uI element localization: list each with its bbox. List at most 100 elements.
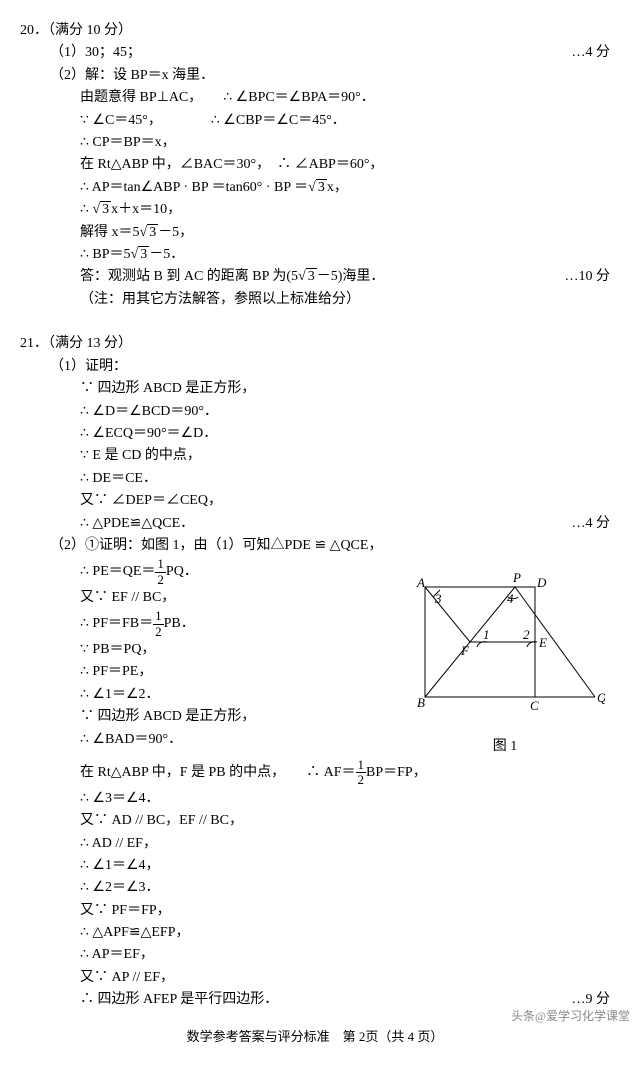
q21-r6: ∴ △APF≌△EFP， [20,922,610,944]
q20-l3: ∴ CP＝BP＝x， [20,132,610,154]
q20-ans: 答：观测站 B 到 AC 的距离 BP 为(5 3－5)海里． [80,266,384,288]
sqv: 3 [100,201,111,217]
watermark: 头条@爱学习化学课堂 [511,1007,630,1026]
num: 1 [153,609,164,624]
geometry-figure: A D B C P Q F E 1 2 3 4 [405,567,605,727]
sqrt-icon: 3 [140,222,159,244]
lbl-3: 3 [434,591,442,606]
q21-r9: ∴ 四边形 AFEP 是平行四边形． [80,989,278,1011]
txt: ∴ [80,202,92,217]
lbl-1: 1 [483,627,490,642]
q21-r1: 又∵ AD // BC，EF // BC， [20,810,610,832]
q20-sol: 解得 x＝5 3－5， [20,222,610,244]
q21-r0: ∴ ∠3＝∠4． [20,788,610,810]
lbl-B: B [417,695,425,710]
lbl-4: 4 [507,591,514,606]
q20-header-row: 20．（满分 10 分） [20,20,610,42]
q21-p1-l4: ∴ DE＝CE． [20,468,610,490]
q20-score1: …4 分 [572,42,611,64]
txt: x＋x＝10， [111,202,181,217]
fig-right: A D B C P Q F E 1 2 3 4 图 1 [400,557,610,758]
txt: x， [327,180,348,195]
q21-p1-l0: ∵ 四边形 ABCD 是正方形， [20,378,610,400]
q21-p1-l1: ∴ ∠D＝∠BCD＝90°． [20,401,610,423]
q21-score1: …4 分 [572,513,611,535]
q20-note: （注：用其它方法解答，参照以上标准给分） [20,289,610,311]
q21-pfpe: ∴ PF＝PE， [20,661,400,683]
txt: －5， [158,225,193,240]
q20-l1: 由题意得 BP⊥AC， ∴ ∠BPC＝∠BPA＝90°． [20,87,610,109]
q21-pe: ∴ PE＝QE＝12PQ． [20,557,400,587]
q20-ap: ∴ AP＝tan∠ABP · BP ＝tan60° · BP ＝ 3x， [20,177,610,199]
sqv: 3 [147,224,158,240]
q20-eq: ∴ 3x＋x＝10， [20,199,610,221]
txt: PB． [164,616,195,631]
q21-r5: 又∵ PF＝FP， [20,900,610,922]
lbl-Q: Q [597,690,605,705]
q20-bp: ∴ BP＝5 3－5． [20,244,610,266]
q21-sq: ∵ 四边形 ABCD 是正方形， [20,706,400,728]
fraction: 12 [155,557,166,587]
q20-p1: （1）30；45； [50,42,141,64]
q21-p1-l3: ∵ E 是 CD 的中点， [20,445,610,467]
sqrt-icon: 3 [131,244,150,266]
txt: ∴ BP＝5 [80,247,131,262]
q20-l0: （2）解：设 BP＝x 海里． [20,65,610,87]
txt: 答：观测站 B 到 AC 的距离 BP 为(5 [80,269,298,284]
q20-score2: …10 分 [565,266,611,288]
figure-wrap: ∴ PE＝QE＝12PQ． 又∵ EF // BC， ∴ PF＝FB＝12PB．… [20,557,610,758]
q21-p1-title: （1）证明： [20,356,610,378]
den: 2 [356,773,367,787]
question-21: 21．（满分 13 分） （1）证明： ∵ 四边形 ABCD 是正方形， ∴ ∠… [20,333,610,1011]
q21-r2: ∴ AD // EF， [20,833,610,855]
sqrt-icon: 3 [298,266,317,288]
q21-r4: ∴ ∠2＝∠3． [20,877,610,899]
q21-rt: 在 Rt△ABP 中，F 是 PB 的中点， ∴ AF＝12BP＝FP， [20,758,610,788]
lbl-D: D [536,575,547,590]
q20-num: 20． [20,23,48,38]
q21-ef: 又∵ EF // BC， [20,587,400,609]
q21-p1-l6: ∴ △PDE≌△QCE． [80,513,194,535]
q21-p2-title: （2）①证明：如图 1，由（1）可知△PDE ≌ △QCE， [20,535,610,557]
lbl-P: P [512,570,521,585]
q21-r8: 又∵ AP // EF， [20,967,610,989]
q21-pb: ∵ PB＝PQ， [20,639,400,661]
q21-p1-l2: ∴ ∠ECQ＝90°＝∠D． [20,423,610,445]
txt: －5． [149,247,184,262]
q21-header: （满分 13 分） [48,336,132,351]
question-20: 20．（满分 10 分） （1）30；45； …4 分 （2）解：设 BP＝x … [20,20,610,311]
txt: 在 Rt△ABP 中，F 是 PB 的中点， ∴ AF＝ [80,765,356,780]
lbl-F: F [460,643,470,658]
sqv: 3 [138,246,149,262]
q21-r7: ∴ AP＝EF， [20,944,610,966]
txt: ∴ PE＝QE＝ [80,564,155,579]
q21-bad: ∴ ∠BAD＝90°． [20,729,400,751]
den: 2 [155,573,166,587]
sqrt-icon: 3 [308,177,327,199]
num: 1 [155,557,166,572]
lbl-A: A [416,575,425,590]
q21-header-row: 21．（满分 13 分） [20,333,610,355]
q21-p1-l6-row: ∴ △PDE≌△QCE． …4 分 [20,513,610,535]
q21-p1-l5: 又∵ ∠DEP＝∠CEQ， [20,490,610,512]
fig-left: ∴ PE＝QE＝12PQ． 又∵ EF // BC， ∴ PF＝FB＝12PB．… [20,557,400,758]
sqv: 3 [306,268,317,284]
txt: BP＝FP， [366,765,427,780]
q20-p1-row: （1）30；45； …4 分 [20,42,610,64]
txt: －5)海里． [317,269,385,284]
page-footer: 数学参考答案与评分标准 第 2页（共 4 页） [20,1027,610,1048]
sqv: 3 [316,179,327,195]
txt: PQ． [166,564,198,579]
txt: ∴ PF＝FB＝ [80,616,153,631]
txt: ∴ AP＝tan∠ABP · BP ＝tan60° · BP ＝ [80,180,308,195]
num: 1 [356,758,367,773]
q20-l2: ∵ ∠C＝45°， ∴ ∠CBP＝∠C＝45°． [20,110,610,132]
q21-ang12: ∴ ∠1＝∠2． [20,684,400,706]
lbl-C: C [530,698,539,713]
txt: 解得 x＝5 [80,225,140,240]
fraction: 12 [356,758,367,788]
fraction: 12 [153,609,164,639]
q21-num: 21． [20,336,48,351]
q21-r3: ∴ ∠1＝∠4， [20,855,610,877]
q20-ans-row: 答：观测站 B 到 AC 的距离 BP 为(5 3－5)海里． …10 分 [20,266,610,288]
